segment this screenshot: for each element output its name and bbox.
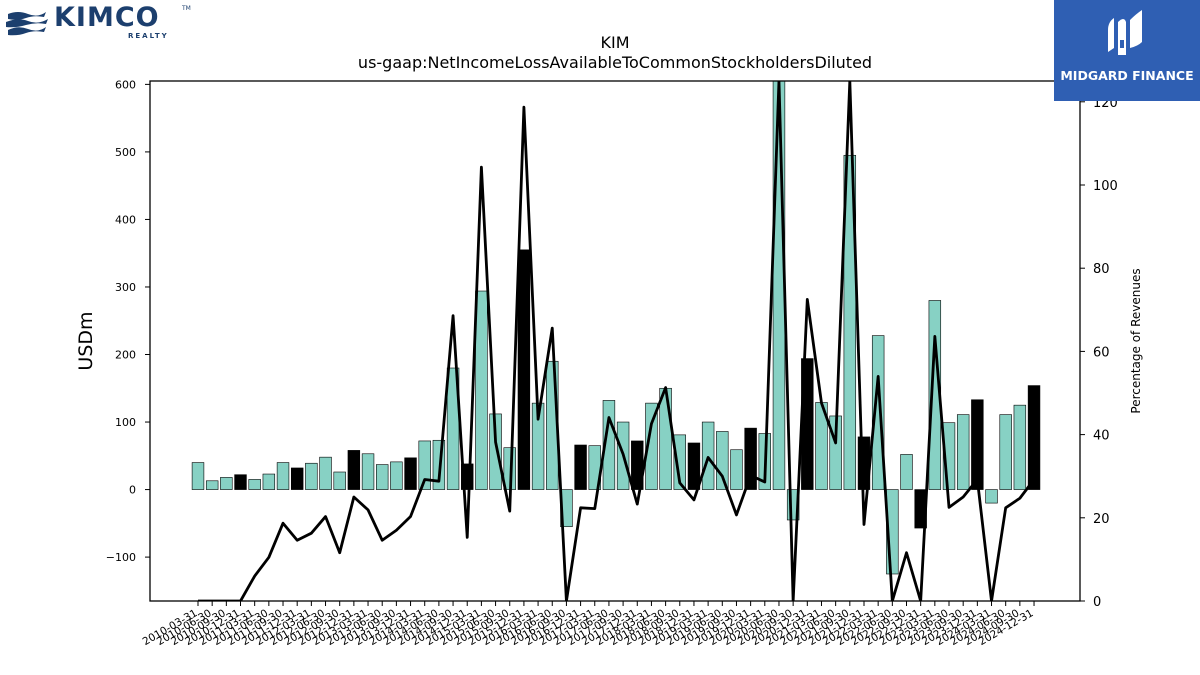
bar-2023-09-30	[956, 414, 970, 490]
bar-2019-09-30	[730, 449, 743, 490]
bar-2018-12-31	[687, 442, 701, 490]
left-tick-label: −100	[106, 551, 136, 564]
bar-2024-12-31	[1027, 385, 1041, 490]
bar-2018-03-31	[645, 402, 658, 490]
bar-2023-12-31	[971, 399, 984, 490]
right-tick-label: 100	[1093, 179, 1118, 194]
kimco-trademark: TM	[182, 5, 191, 12]
right-tick-label: 0	[1093, 595, 1101, 610]
bar-2020-06-30	[772, 80, 786, 490]
bar-2010-06-30	[205, 480, 219, 490]
bar-2011-09-30	[276, 462, 290, 490]
bar-2011-12-31	[290, 467, 304, 490]
bar-2014-12-31	[461, 463, 474, 490]
bar-2021-09-30	[843, 154, 857, 490]
bar-2022-03-31	[871, 335, 885, 490]
left-tick-label: 500	[115, 146, 136, 159]
left-tick-label: 0	[129, 484, 136, 497]
chart-title: KIM	[600, 33, 629, 52]
right-tick-label: 40	[1093, 429, 1110, 444]
bar-2019-06-30	[716, 431, 729, 490]
bar-2024-09-30	[1013, 404, 1027, 490]
bar-2013-03-31	[361, 453, 375, 490]
right-tick-label: 60	[1093, 345, 1110, 360]
bar-2014-03-31	[418, 440, 431, 490]
left-tick-label: 100	[115, 416, 136, 429]
left-tick-label: 300	[115, 281, 136, 294]
x-axis: 2010-03-312010-06-302010-09-302010-12-31…	[141, 601, 1036, 648]
bar-2022-09-30	[900, 454, 913, 490]
bar-2012-03-31	[305, 462, 318, 490]
bar-2011-03-31	[248, 479, 261, 490]
bar-2023-06-30	[942, 422, 956, 490]
bar-2011-06-30	[262, 473, 276, 490]
bar-2022-06-30	[886, 489, 899, 575]
bar-2015-06-30	[489, 413, 502, 490]
bar-2017-06-30	[602, 400, 616, 490]
kimco-wordmark: KIMCO	[54, 2, 160, 33]
midgard-finance-logo: MIDGARD FINANCE	[1054, 0, 1200, 101]
bar-2016-12-31	[574, 444, 587, 490]
line-series	[198, 81, 1036, 601]
bar-2012-09-30	[333, 471, 346, 490]
bar-2018-06-30	[659, 387, 672, 490]
bar-2019-12-31	[744, 427, 757, 490]
left-y-axis: −100 0 100 200 300 400 500 600	[106, 78, 150, 564]
right-tick-label: 80	[1093, 262, 1110, 277]
right-tick-label: 20	[1093, 512, 1110, 527]
bar-2024-03-31	[985, 489, 998, 504]
kimco-waves-icon	[6, 12, 48, 36]
bar-2013-12-31	[404, 457, 417, 490]
plot-frame	[149, 80, 1081, 602]
kimco-realty-logo: KIMCO TM REALTY	[6, 2, 196, 44]
bar-2012-06-30	[319, 456, 332, 490]
chart-subtitle: us-gaap:NetIncomeLossAvailableToCommonSt…	[358, 53, 872, 72]
left-axis-label: USDm	[75, 311, 97, 370]
midgard-m-icon	[1108, 10, 1142, 55]
bar-2018-09-30	[673, 434, 686, 490]
bar-2013-09-30	[390, 461, 403, 490]
bar-2013-06-30	[376, 464, 389, 490]
bar-2019-03-31	[701, 421, 715, 490]
midgard-finance-wordmark: MIDGARD FINANCE	[1060, 68, 1194, 83]
bar-2015-03-31	[475, 290, 488, 490]
bar-2015-12-31	[517, 249, 531, 490]
bar-2024-06-30	[999, 414, 1012, 490]
left-tick-label: 400	[115, 213, 136, 226]
left-tick-label: 200	[115, 349, 136, 362]
pct-revenues-line	[198, 81, 1036, 601]
bar-2012-12-31	[347, 450, 361, 490]
bar-2010-03-31	[191, 462, 205, 490]
bar-2010-12-31	[234, 474, 247, 490]
kimco-subtitle: REALTY	[128, 32, 169, 40]
right-axis-label: Percentage of Revenues	[1129, 268, 1143, 413]
bar-series	[191, 80, 1041, 575]
left-tick-label: 600	[115, 78, 136, 91]
bar-2010-09-30	[220, 477, 233, 490]
